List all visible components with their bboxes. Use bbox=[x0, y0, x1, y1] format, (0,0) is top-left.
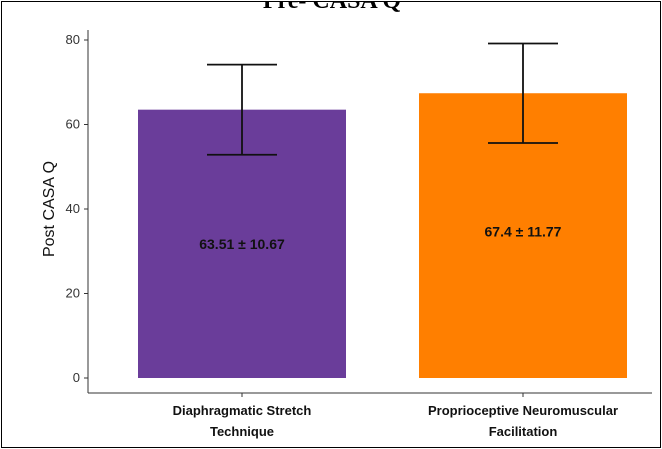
y-tick-label: 80 bbox=[66, 32, 80, 47]
y-axis-title: Post CASA Q bbox=[41, 161, 58, 257]
x-tick-label: Proprioceptive Neuromuscular bbox=[428, 403, 618, 418]
y-tick-label: 0 bbox=[73, 370, 80, 385]
y-tick-label: 20 bbox=[66, 286, 80, 301]
x-tick-label: Technique bbox=[210, 424, 274, 439]
y-tick-label: 60 bbox=[66, 117, 80, 132]
y-tick-label: 40 bbox=[66, 201, 80, 216]
x-tick-label: Facilitation bbox=[489, 424, 558, 439]
x-tick-label: Diaphragmatic Stretch bbox=[173, 403, 312, 418]
data-label: 67.4 ± 11.77 bbox=[485, 224, 562, 240]
data-label: 63.51 ± 10.67 bbox=[199, 236, 285, 252]
